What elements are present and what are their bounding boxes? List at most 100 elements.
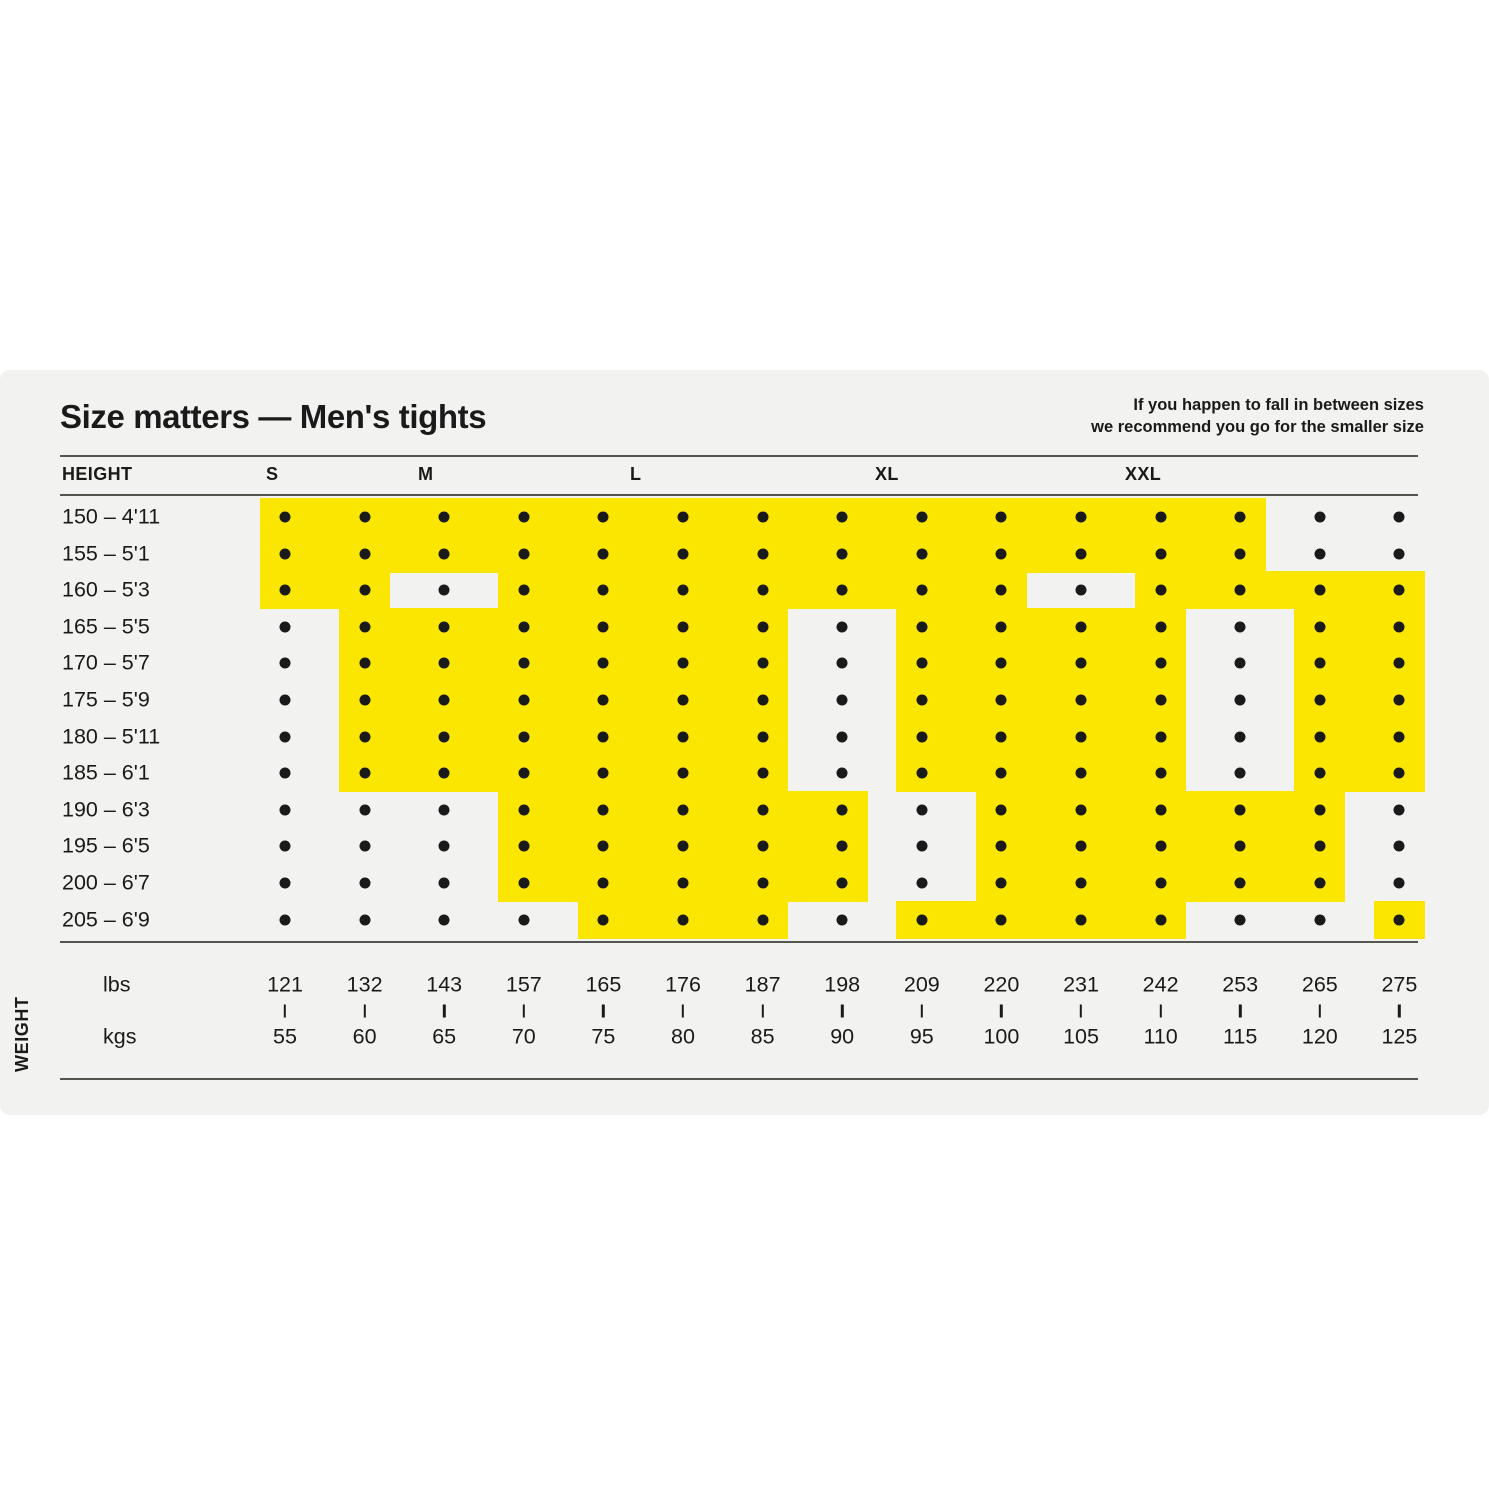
weight-tick <box>1318 1004 1321 1018</box>
grid-dot <box>757 877 769 889</box>
grid-dot <box>1075 694 1087 706</box>
grid-dot <box>677 731 689 743</box>
grid-dot <box>1155 548 1167 560</box>
weight-kgs-value: 100 <box>983 1024 1020 1049</box>
grid-dot <box>995 657 1007 669</box>
grid-dot <box>359 657 371 669</box>
grid-dot <box>995 694 1007 706</box>
grid-dot <box>438 511 450 523</box>
grid-dot <box>1314 840 1326 852</box>
grid-dot <box>1234 621 1246 633</box>
grid-dot <box>757 840 769 852</box>
page-title: Size matters — Men's tights <box>60 398 487 435</box>
grid-dot <box>438 804 450 816</box>
grid-dot <box>1075 511 1087 523</box>
grid-dot <box>1393 731 1405 743</box>
grid-dot <box>359 877 371 889</box>
grid-dot <box>518 694 530 706</box>
grid-dot <box>1393 840 1405 852</box>
weight-lbs-value: 165 <box>585 972 622 997</box>
grid-dot <box>1075 840 1087 852</box>
weight-lbs-value: 143 <box>426 972 463 997</box>
grid-dot <box>1155 767 1167 779</box>
weight-kgs-value: 55 <box>273 1024 297 1049</box>
grid-dot <box>597 621 609 633</box>
size-band-cell <box>896 644 1187 683</box>
grid-dot <box>279 584 291 596</box>
size-advice-note: If you happen to fall in between sizes w… <box>994 394 1424 439</box>
grid-dot <box>1234 877 1246 889</box>
grid-dot <box>279 511 291 523</box>
weight-tick <box>840 1004 844 1018</box>
weight-kgs-value: 115 <box>1223 1024 1258 1049</box>
grid-dot <box>916 840 928 852</box>
weight-kgs-value: 90 <box>830 1024 855 1049</box>
weight-lbs-value: 253 <box>1222 972 1259 997</box>
rule-below-headers <box>60 494 1418 496</box>
grid-dot <box>518 584 530 596</box>
grid-dot <box>597 840 609 852</box>
grid-dot <box>438 548 450 560</box>
weight-lbs-value: 275 <box>1381 972 1418 997</box>
grid-dot <box>836 694 848 706</box>
weight-tick <box>283 1004 287 1018</box>
grid-dot <box>438 694 450 706</box>
height-row-label: 200 – 6'7 <box>62 870 150 895</box>
weight-lbs-value: 121 <box>267 972 303 997</box>
grid-dot <box>677 694 689 706</box>
grid-dot <box>1155 621 1167 633</box>
grid-dot <box>757 767 769 779</box>
grid-dot <box>1075 657 1087 669</box>
weight-lbs-value: 187 <box>744 972 781 997</box>
grid-dot <box>677 804 689 816</box>
grid-dot <box>995 548 1007 560</box>
weight-lbs-value: 132 <box>346 972 383 997</box>
grid-dot <box>1075 548 1087 560</box>
grid-dot <box>518 914 530 926</box>
grid-dot <box>995 840 1007 852</box>
grid-dot <box>916 548 928 560</box>
grid-dot <box>1075 914 1087 926</box>
grid-dot <box>1234 840 1246 852</box>
grid-dot <box>359 511 371 523</box>
grid-dot <box>757 694 769 706</box>
grid-dot <box>279 804 291 816</box>
weight-kgs-value: 70 <box>511 1024 536 1049</box>
grid-dot <box>1314 914 1326 926</box>
grid-dot <box>1393 621 1405 633</box>
grid-dot <box>518 804 530 816</box>
grid-dot <box>1314 657 1326 669</box>
weight-kgs-value: 60 <box>352 1024 377 1049</box>
height-row-label: 180 – 5'11 <box>62 724 161 749</box>
grid-dot <box>836 657 848 669</box>
grid-dot <box>757 804 769 816</box>
weight-kgs-value: 75 <box>591 1024 616 1049</box>
kgs-unit-label: kgs <box>103 1024 137 1049</box>
weight-tick <box>920 1004 923 1018</box>
grid-dot <box>1314 548 1326 560</box>
weight-kgs-value: 120 <box>1301 1024 1338 1049</box>
grid-dot <box>597 548 609 560</box>
grid-dot <box>1393 511 1405 523</box>
note-line-1: If you happen to fall in between sizes <box>1133 396 1424 414</box>
grid-dot <box>1234 584 1246 596</box>
grid-dot <box>1155 584 1167 596</box>
grid-dot <box>359 548 371 560</box>
height-row-label: 165 – 5'5 <box>62 614 150 639</box>
rule-bottom <box>60 1078 1418 1080</box>
height-column-header: HEIGHT <box>62 464 133 484</box>
grid-dot <box>1393 914 1405 926</box>
size-grid-plot <box>245 497 1425 941</box>
grid-dot <box>995 877 1007 889</box>
grid-dot <box>1234 731 1246 743</box>
grid-dot <box>1075 731 1087 743</box>
grid-dot <box>279 657 291 669</box>
grid-dot <box>518 767 530 779</box>
grid-dot <box>1234 767 1246 779</box>
height-row-label: 160 – 5'3 <box>62 577 150 602</box>
note-line-2: we recommend you go for the smaller size <box>1091 418 1424 437</box>
weight-tick <box>442 1004 446 1018</box>
size-band-cell <box>896 717 1187 756</box>
lbs-unit-label: lbs <box>103 972 131 997</box>
weight-lbs-value: 220 <box>983 972 1020 997</box>
